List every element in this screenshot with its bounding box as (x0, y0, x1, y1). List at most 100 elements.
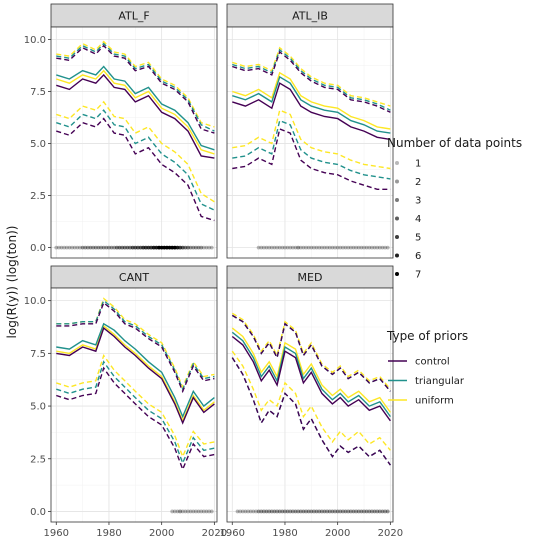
legend-prior-label: control (415, 357, 450, 368)
data-point-marker (120, 245, 125, 250)
data-point-marker (109, 245, 114, 250)
panel-atl-ib: ATL_IB (226, 3, 394, 259)
data-point-marker (322, 509, 327, 514)
plot-area: ATL_F 0.0 2.5 5.0 7.5 10.0 ATL_IB CANT 0.0 2.5 5.0… (24, 3, 403, 539)
data-point-marker (75, 245, 80, 250)
data-point-marker (280, 509, 285, 514)
data-point-marker (335, 509, 340, 514)
data-point-marker (125, 245, 130, 250)
data-point-marker (162, 245, 167, 250)
data-point-marker (285, 509, 290, 514)
data-point-marker (354, 509, 359, 514)
legend-point-key (395, 198, 399, 202)
data-point-marker (343, 509, 348, 514)
data-point-marker (277, 509, 282, 514)
data-point-marker (301, 245, 306, 250)
data-point-marker (165, 245, 169, 250)
data-point-marker (112, 245, 117, 250)
data-point-marker (330, 509, 335, 514)
data-point-marker (296, 509, 301, 514)
y-tick-label: 10.0 (24, 296, 46, 307)
data-point-marker (172, 509, 177, 514)
series-uniform-lower-line (231, 350, 391, 451)
x-tick-label: 1960 (220, 528, 245, 539)
legend-prior-label: triangular (415, 376, 465, 387)
data-point-marker (275, 509, 279, 514)
data-point-marker (175, 245, 180, 250)
panel-cant: CANT 0.0 2.5 5.0 7.5 10.0 1960 1980 2000 2020 (24, 265, 227, 539)
data-point-marker (138, 245, 143, 250)
data-point-marker (343, 245, 348, 250)
data-point-marker (178, 509, 183, 514)
data-point-marker (194, 509, 198, 514)
y-tick-label: 2.5 (30, 454, 46, 465)
legend-point-label: 5 (415, 233, 421, 244)
data-point-marker (196, 245, 201, 250)
data-point-marker (146, 245, 151, 250)
data-point-marker (314, 245, 319, 250)
y-tick-label: 10.0 (24, 35, 46, 46)
data-point-marker (104, 245, 109, 250)
data-point-marker (196, 509, 201, 514)
data-point-marker (256, 245, 261, 250)
data-point-marker (380, 245, 385, 250)
data-point-marker (293, 509, 298, 514)
data-point-marker (377, 245, 382, 250)
data-point-marker (309, 245, 314, 250)
data-point-marker (354, 245, 359, 250)
data-point-marker (64, 245, 69, 250)
series-uniform-line (56, 69, 215, 155)
legend-point-label: 1 (415, 159, 421, 170)
series-control-lower-line (56, 117, 215, 222)
data-point-marker (346, 245, 351, 250)
data-point-marker (57, 245, 61, 250)
data-point-marker (122, 245, 127, 250)
data-point-marker (346, 509, 351, 514)
data-point-marker (59, 245, 64, 250)
y-tick-label: 0.0 (30, 507, 46, 518)
data-point-marker (306, 509, 311, 514)
data-point-marker (362, 245, 366, 250)
data-point-marker (209, 245, 214, 250)
data-point-marker (199, 509, 204, 514)
data-point-marker (377, 509, 382, 514)
data-point-marker (348, 509, 353, 514)
data-point-marker (254, 509, 258, 514)
data-point-marker (180, 245, 185, 250)
data-point-marker (170, 509, 175, 514)
data-point-marker (275, 245, 279, 250)
data-point-marker (93, 245, 98, 250)
data-point-marker (133, 245, 138, 250)
data-point-marker (330, 245, 335, 250)
panel-atl-f: ATL_F 0.0 2.5 5.0 7.5 10.0 (24, 3, 218, 259)
data-point-marker (296, 245, 301, 250)
series-triangular-lower-line (232, 119, 391, 180)
series-control-upper-line (232, 50, 391, 113)
data-point-marker (288, 245, 293, 250)
y-axis-title: log(R(y)) (log(ton)) (5, 226, 19, 339)
series-control-line (56, 326, 215, 425)
data-point-marker (325, 509, 330, 514)
data-point-marker (264, 245, 269, 250)
data-point-marker (314, 509, 319, 514)
data-point-marker (283, 509, 287, 514)
data-point-marker (143, 245, 148, 250)
panel-border (50, 26, 218, 259)
data-point-marker (367, 245, 372, 250)
data-point-marker (159, 245, 164, 250)
data-point-marker (240, 509, 245, 514)
x-tick-label: 1980 (96, 528, 121, 539)
data-point-marker (183, 245, 188, 250)
data-point-marker (201, 509, 206, 514)
data-point-marker (186, 509, 190, 514)
series-uniform-line (232, 71, 391, 130)
data-point-marker (356, 509, 361, 514)
data-point-marker (304, 509, 308, 514)
data-point-marker (351, 245, 356, 250)
data-point-marker (54, 245, 59, 250)
legend-priors-title: Type of priors (386, 329, 468, 343)
series-uniform-line (231, 327, 391, 413)
data-point-marker (264, 509, 269, 514)
legend-type-of-priors: Type of priors control triangular uniform (386, 329, 468, 407)
panel-border (226, 287, 394, 523)
